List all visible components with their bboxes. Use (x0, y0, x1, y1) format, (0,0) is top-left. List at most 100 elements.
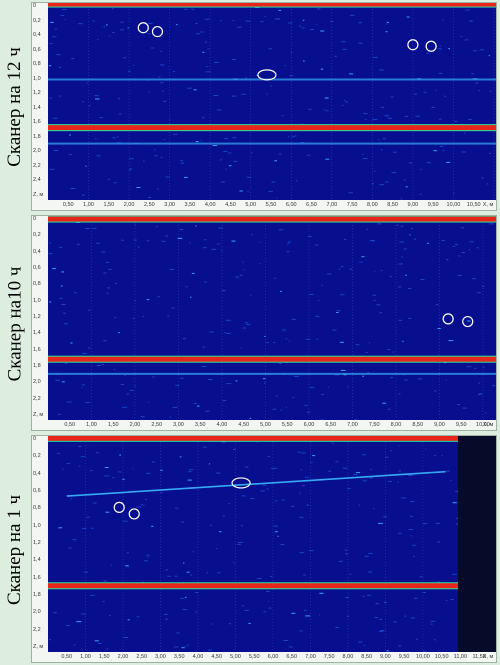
speckle (194, 592, 199, 594)
anomaly-marker[interactable] (151, 25, 164, 38)
anomaly-marker[interactable] (462, 315, 474, 328)
anomaly-marker[interactable] (113, 501, 125, 513)
z-tick-label: 0,8 (33, 505, 41, 512)
z-tick-label: 0 (33, 436, 37, 442)
speckle (372, 56, 378, 58)
speckle (349, 73, 353, 75)
speckle (453, 193, 455, 195)
radargram-plot[interactable]: 0 0,2 0,4 0,6 0,8 1,0 1,2 1,4 1,6 1,8 2,0 2,2 Z, м 0… (31, 215, 497, 431)
speckle (76, 621, 82, 623)
x-tick-label: 1,50 (98, 654, 110, 660)
speckle (82, 352, 88, 354)
speckle (112, 477, 115, 479)
speckle (340, 266, 344, 268)
speckle (95, 98, 100, 100)
anomaly-marker[interactable] (407, 39, 419, 51)
speckle (445, 470, 450, 472)
speckle (492, 385, 495, 387)
speckle (181, 521, 185, 523)
speckle (208, 463, 210, 465)
speckle (179, 456, 182, 458)
x-tick-label: 7,00 (326, 202, 338, 208)
z-tick-label: 2,0 (33, 148, 41, 155)
speckle (454, 121, 458, 122)
speckle (410, 501, 415, 502)
x-tick-label: X, м (482, 422, 494, 428)
speckle (123, 637, 129, 638)
z-tick-label: 0,6 (33, 488, 41, 494)
speckle (419, 193, 422, 195)
speckle (222, 290, 226, 291)
speckle (106, 292, 109, 294)
speckle (301, 452, 306, 454)
speckle (85, 402, 90, 404)
speckle (174, 575, 178, 577)
speckle (190, 296, 192, 298)
speckle (202, 346, 205, 348)
speckle (162, 90, 164, 92)
speckle (412, 544, 417, 546)
speckle (417, 378, 422, 380)
anomaly-marker[interactable] (257, 69, 277, 81)
radargram-canvas[interactable] (48, 436, 496, 652)
speckle (445, 379, 447, 381)
speckle (367, 594, 372, 596)
speckle (219, 159, 222, 161)
speckle (303, 574, 306, 576)
speckle (280, 544, 285, 546)
speckle (321, 394, 324, 395)
speckle (448, 48, 450, 50)
speckle (393, 621, 397, 623)
speckle (377, 139, 380, 141)
speckle (88, 105, 91, 107)
speckle (91, 527, 94, 529)
x-tick-label: X, м (482, 654, 494, 660)
anomaly-marker[interactable] (137, 22, 149, 34)
radargram-canvas[interactable] (48, 216, 496, 420)
speckle (345, 553, 348, 555)
speckle (157, 296, 160, 298)
speckle (378, 522, 383, 524)
speckle (489, 223, 494, 225)
speckle (460, 36, 463, 37)
speckle (161, 240, 166, 242)
speckle (387, 117, 392, 119)
speckle (268, 607, 272, 609)
speckle (466, 366, 472, 368)
speckle (96, 242, 100, 244)
anomaly-marker[interactable] (128, 508, 140, 520)
speckle (58, 66, 62, 68)
speckle (393, 151, 397, 153)
speckle (365, 259, 367, 261)
anomaly-marker[interactable] (231, 477, 251, 489)
speckle (281, 115, 284, 117)
speckle (353, 474, 358, 475)
radargram-plot[interactable]: 0 0,2 0,4 0,6 0,8 1,0 1,2 1,4 1,6 1,8 2,0 2,2 2,4 Z, … (31, 2, 497, 211)
speckle (377, 223, 382, 225)
speckle (410, 515, 413, 517)
speckle (399, 241, 405, 243)
speckle (345, 101, 349, 103)
speckle (187, 87, 192, 89)
speckle (171, 307, 175, 309)
speckle (117, 136, 119, 138)
z-tick-label: Z, м (33, 412, 44, 418)
anomaly-marker[interactable] (442, 313, 454, 325)
radargram-canvas[interactable] (48, 3, 496, 200)
anomaly-marker[interactable] (425, 40, 437, 52)
scan-panel-12h: Сканер на 12 ч 0 0,2 0,4 0,6 0,8 1,0 1,2 1,4 1,6… (0, 0, 500, 213)
radargram-plot[interactable]: 0 0,2 0,4 0,6 0,8 1,0 1,2 1,4 1,6 1,8 2,0 2,2 Z, м 0… (31, 435, 497, 663)
x-axis: 0,50 1,00 1,50 2,00 2,50 3,00 3,50 4,00 4,50 5,00… (48, 652, 496, 662)
speckle (205, 71, 211, 73)
speckle (488, 55, 490, 57)
speckle (405, 186, 408, 188)
speckle (300, 142, 305, 144)
speckle (64, 323, 69, 325)
speckle (404, 615, 407, 617)
speckle (208, 649, 213, 651)
speckle (104, 467, 109, 468)
speckle (371, 183, 374, 185)
speckle (225, 319, 231, 321)
speckle (93, 594, 95, 596)
speckle (457, 274, 462, 276)
